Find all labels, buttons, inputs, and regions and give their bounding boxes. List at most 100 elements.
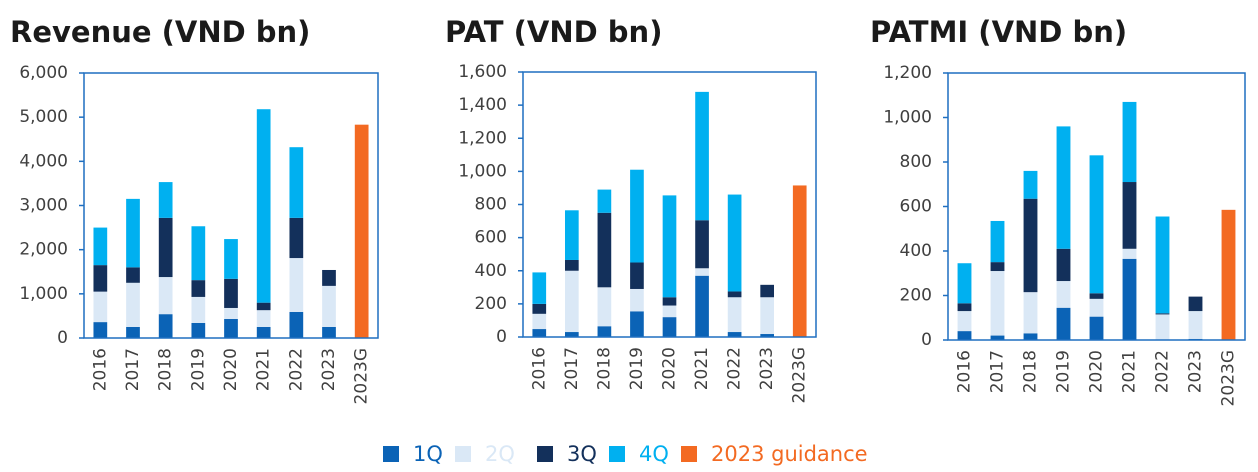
y-tick-label: 5,000 [19, 107, 68, 127]
bar-segment [957, 331, 972, 340]
y-tick-label: 800 [475, 195, 507, 215]
legend-swatch [455, 446, 471, 462]
x-tick-label: 2023G [790, 347, 810, 403]
bar-segment [224, 319, 238, 338]
x-tick-label: 2023 [319, 348, 339, 391]
bar-segment [532, 272, 547, 304]
bar-segment [597, 326, 612, 337]
bar-segment [126, 326, 140, 338]
x-tick-label: 2016 [955, 350, 975, 393]
x-tick-label: 2021 [254, 348, 274, 391]
bar-segment [191, 226, 206, 281]
bar-segment [990, 262, 1005, 272]
bar-segment [727, 332, 742, 337]
y-tick-label: 400 [475, 261, 507, 281]
y-tick-label: 3,000 [19, 196, 68, 216]
legend-swatch [609, 446, 625, 462]
bar-segment [93, 322, 108, 338]
bar-segment [1122, 101, 1137, 183]
bar-segment [256, 302, 271, 311]
bar-segment [1188, 296, 1203, 312]
bar-segment [1056, 281, 1071, 308]
legend-label: 1Q [413, 442, 443, 466]
bar-segment [532, 303, 547, 314]
y-tick-label: 200 [475, 294, 507, 314]
x-tick-label: 2017 [123, 348, 143, 391]
chart-title: PATMI (VND bn) [870, 15, 1127, 49]
bar-segment [191, 296, 206, 323]
bar-segment [126, 267, 140, 283]
plot-frame [947, 72, 1246, 341]
bar-segment [191, 280, 206, 297]
y-tick-label: 0 [57, 328, 68, 348]
bar-segment [1056, 307, 1071, 340]
plot-frame [522, 71, 817, 338]
bar-segment [662, 297, 677, 306]
bar-segment [727, 194, 742, 292]
bar-segment [564, 259, 579, 271]
bar-segment [1155, 314, 1170, 340]
bar-segment [126, 282, 140, 327]
bar-segment [564, 332, 579, 337]
bar-segment [1023, 170, 1038, 199]
bar-segment [224, 239, 238, 279]
bar-segment [256, 326, 271, 338]
bar-segment [224, 307, 238, 320]
y-tick-label: 0 [921, 330, 932, 350]
x-tick-label: 2016 [90, 348, 110, 391]
bar-segment [630, 311, 644, 337]
y-tick-label: 0 [496, 327, 507, 347]
x-tick-label: 2018 [594, 347, 614, 390]
legend-label: 3Q [567, 442, 597, 466]
x-tick-label: 2022 [286, 348, 306, 391]
bar-segment [1023, 333, 1038, 340]
bar-segment [1023, 198, 1038, 293]
legend-swatch [383, 446, 399, 462]
y-tick-label: 1,000 [19, 284, 68, 304]
chart-title: PAT (VND bn) [445, 15, 662, 49]
bar-segment [532, 313, 547, 330]
bar-segment [727, 291, 742, 298]
x-tick-label: 2018 [1021, 350, 1041, 393]
y-tick-label: 1,600 [458, 62, 507, 82]
bar-segment [158, 217, 173, 278]
bar-segment [158, 314, 173, 338]
bar-segment [1056, 126, 1071, 249]
bar-segment [597, 212, 612, 288]
x-tick-label: 2022 [1153, 350, 1173, 393]
plot-frame [83, 72, 379, 339]
x-tick-label: 2023 [1186, 350, 1206, 393]
bar-segment [597, 189, 612, 213]
y-tick-label: 400 [900, 241, 932, 261]
legend-label: 2023 guidance [711, 442, 868, 466]
legend-swatch [681, 446, 697, 462]
x-tick-label: 2021 [1120, 350, 1140, 393]
x-tick-label: 2020 [1087, 350, 1107, 393]
y-tick-label: 1,400 [458, 95, 507, 115]
x-tick-label: 2019 [1054, 350, 1074, 393]
bar-segment [289, 311, 304, 338]
bar-segment [695, 275, 709, 337]
bar-segment [1188, 311, 1203, 339]
bar-segment [957, 311, 972, 332]
legend-swatch [537, 446, 553, 462]
bar-segment [695, 268, 709, 276]
bar-segment [158, 182, 173, 218]
x-tick-label: 2019 [627, 347, 647, 390]
y-tick-label: 1,200 [458, 128, 507, 148]
x-tick-label: 2017 [988, 350, 1008, 393]
bar-segment [597, 287, 612, 327]
bar-segment [630, 169, 644, 263]
y-tick-label: 2,000 [19, 240, 68, 260]
bar-segment [1023, 292, 1038, 334]
bar-segment [957, 303, 972, 312]
bar-segment [990, 271, 1005, 336]
bar-segment [727, 297, 742, 333]
x-tick-label: 2023G [1219, 350, 1239, 406]
x-tick-label: 2017 [562, 347, 582, 390]
chart-title: Revenue (VND bn) [10, 15, 310, 49]
bar-segment [1089, 293, 1104, 299]
y-tick-label: 200 [900, 286, 932, 306]
bar-segment [630, 262, 644, 289]
